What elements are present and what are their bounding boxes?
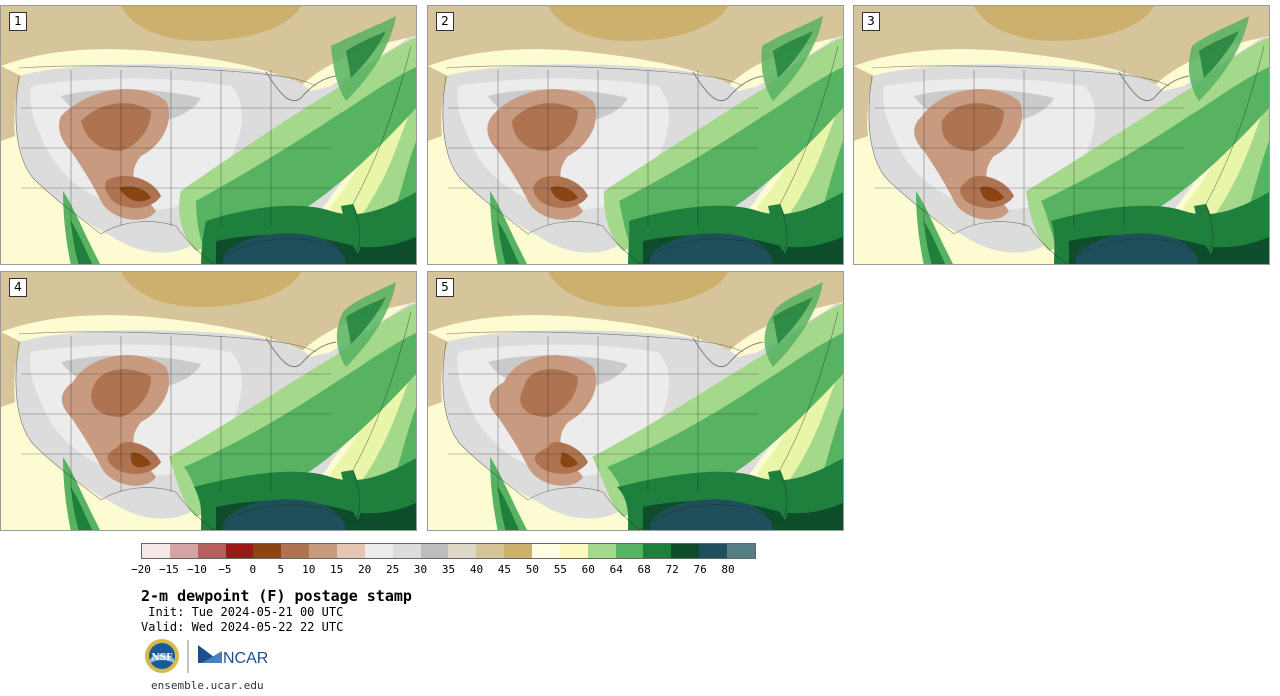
nsf-logo: NSF	[145, 639, 179, 673]
legend-tick-label: −5	[218, 563, 232, 576]
legend-tick-label: 20	[358, 563, 372, 576]
legend-tick-label: −15	[159, 563, 179, 576]
color-legend	[141, 543, 756, 559]
legend-tick-label: 30	[413, 563, 428, 576]
valid-time: Valid: Wed 2024-05-22 22 UTC	[141, 620, 344, 634]
legend-tick-label: 35	[441, 563, 456, 576]
legend-swatch	[448, 544, 477, 558]
legend-swatch	[532, 544, 560, 558]
legend-swatch	[643, 544, 672, 558]
legend-tick-label: 60	[581, 563, 595, 576]
panel-number-label: 4	[9, 278, 27, 297]
legend-tick-label: 50	[525, 563, 539, 576]
ncar-logo: NCAR	[198, 645, 268, 667]
legend-swatch	[337, 544, 365, 558]
legend-tick-label: 80	[721, 563, 735, 576]
nsf-logo-text: NSF	[151, 653, 173, 663]
legend-swatch	[476, 544, 505, 558]
legend-tick-label: 45	[497, 563, 512, 576]
legend-tick-label: 10	[302, 563, 316, 576]
legend-swatch	[727, 544, 755, 558]
panel-number-label: 2	[436, 12, 454, 31]
legend-swatch	[671, 544, 700, 558]
plot-title: 2-m dewpoint (F) postage stamp	[141, 587, 412, 605]
legend-tick-labels: −20 −15 −10 −5 0 5 10 15 20 25 30 35 40 45 50 55 60 64 68 7…	[131, 563, 756, 577]
panel-number-label: 5	[436, 278, 454, 297]
ncar-logo-text: NCAR	[223, 650, 268, 667]
legend-tick-label: 15	[330, 563, 344, 576]
legend-tick-label: −20	[131, 563, 151, 576]
legend-tick-label: 0	[249, 563, 257, 576]
legend-swatch	[559, 544, 588, 558]
init-time: Init: Tue 2024-05-21 00 UTC	[141, 605, 344, 619]
legend-tick-label: 68	[637, 563, 651, 576]
panel-number-label: 3	[862, 12, 880, 31]
legend-swatch	[615, 544, 644, 558]
legend-swatch	[699, 544, 728, 558]
legend-swatch	[309, 544, 338, 558]
logos: NSF NCAR	[144, 637, 274, 677]
legend-swatch	[504, 544, 533, 558]
legend-swatch	[225, 544, 254, 558]
legend-swatch	[392, 544, 421, 558]
legend-tick-label: 5	[277, 563, 285, 576]
legend-tick-label: 40	[469, 563, 484, 576]
legend-swatch	[169, 544, 198, 558]
legend-tick-label: 64	[609, 563, 623, 576]
legend-swatch	[281, 544, 310, 558]
legend-swatch	[587, 544, 616, 558]
legend-tick-label: 25	[385, 563, 400, 576]
ensemble-member-panel: 3	[853, 5, 1270, 265]
ensemble-member-panel: 4	[0, 271, 417, 531]
website-url: ensemble.ucar.edu	[151, 679, 264, 692]
legend-swatch	[364, 544, 393, 558]
panel-number-label: 1	[9, 12, 27, 31]
legend-swatch	[253, 544, 282, 558]
legend-tick-label: −10	[186, 563, 207, 576]
ensemble-member-panel: 1	[0, 5, 417, 265]
legend-tick-label: 55	[553, 563, 567, 576]
legend-tick-label: 76	[693, 563, 707, 576]
ensemble-member-panel: 2	[427, 5, 844, 265]
legend-swatch	[420, 544, 449, 558]
ensemble-member-panel: 5	[427, 271, 844, 531]
legend-tick-label: 72	[665, 563, 679, 576]
legend-swatch	[197, 544, 226, 558]
legend-swatch	[142, 544, 170, 558]
